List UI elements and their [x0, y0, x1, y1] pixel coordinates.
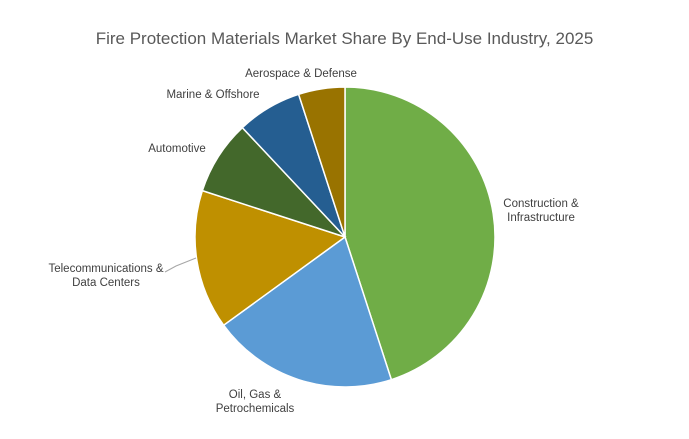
slice-label-3: Automotive — [148, 143, 206, 155]
leader-line — [164, 257, 197, 273]
slice-label-5: Aerospace & Defense — [245, 68, 357, 80]
slice-label-4: Marine & Offshore — [166, 89, 259, 101]
pie-slice-2 — [194, 189, 347, 327]
slice-label-1: Oil, Gas & Petrochemicals — [216, 389, 295, 415]
pie-slice-5 — [297, 86, 346, 238]
pie-slice-0 — [344, 86, 496, 381]
pie-labels: Construction & Infrastructure Oil, Gas & Pe… — [48, 68, 579, 415]
slice-label-2: Telecommunications & Data Centers — [48, 263, 163, 289]
pie-slice-1 — [222, 235, 393, 388]
slice-label-0: Construction & Infrastructure — [503, 198, 579, 224]
pie-slices — [194, 86, 496, 388]
chart-title: Fire Protection Materials Market Share B… — [96, 29, 594, 48]
